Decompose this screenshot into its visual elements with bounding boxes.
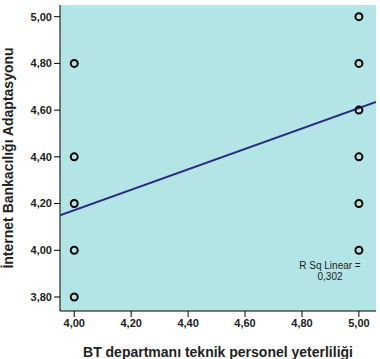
svg-text:4,40: 4,40 xyxy=(177,317,198,329)
svg-text:4,80: 4,80 xyxy=(291,317,312,329)
svg-text:BT departmanı teknik personel: BT departmanı teknik personel yeterliliğ… xyxy=(83,344,353,359)
svg-text:4,20: 4,20 xyxy=(31,197,52,209)
svg-text:4,60: 4,60 xyxy=(234,317,255,329)
svg-text:3,80: 3,80 xyxy=(31,291,52,303)
svg-text:5,00: 5,00 xyxy=(31,11,52,23)
svg-text:4,60: 4,60 xyxy=(31,104,52,116)
svg-text:4,80: 4,80 xyxy=(31,57,52,69)
svg-text:4,00: 4,00 xyxy=(64,317,85,329)
svg-text:4,20: 4,20 xyxy=(120,317,141,329)
svg-text:5,00: 5,00 xyxy=(348,317,369,329)
svg-text:İnternet Bankacılığı Adaptasyo: İnternet Bankacılığı Adaptasyonu xyxy=(8,47,16,268)
html-text:R Sq Linear =: R Sq Linear = xyxy=(299,260,361,271)
svg-text:4,00: 4,00 xyxy=(31,244,52,256)
html-text:0,302: 0,302 xyxy=(317,271,343,282)
svg-text:4,40: 4,40 xyxy=(31,151,52,163)
